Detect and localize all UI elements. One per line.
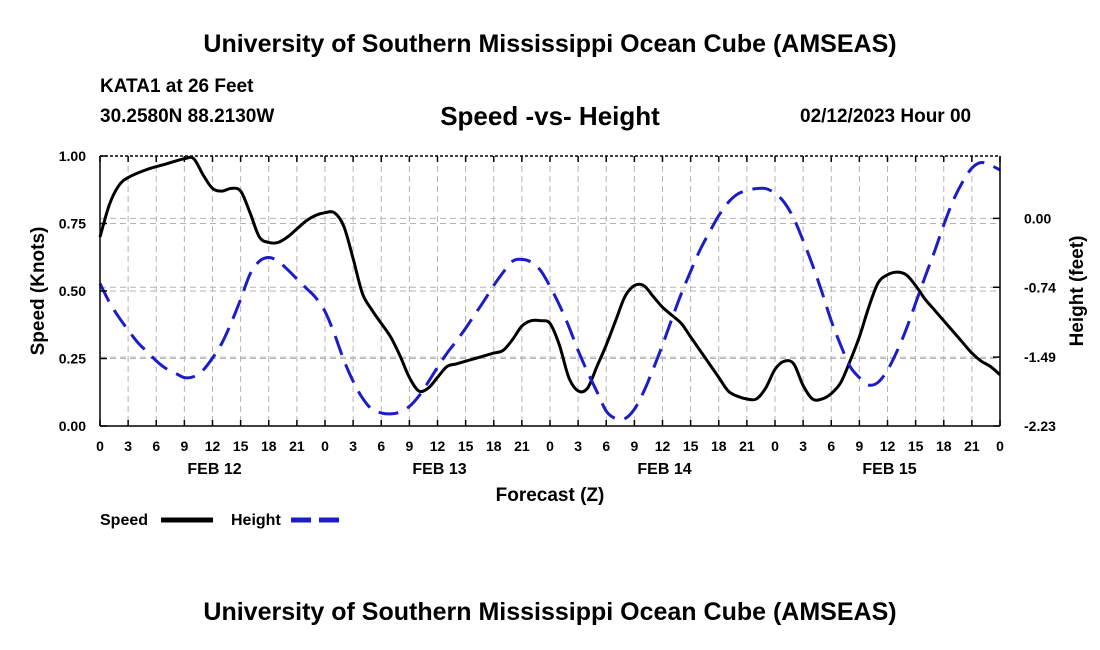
- x-tick-label: 6: [377, 438, 385, 454]
- x-tick-label: 12: [655, 438, 671, 454]
- x-date-label: FEB 15: [862, 461, 916, 478]
- x-tick-label: 18: [486, 438, 502, 454]
- y2-tick-label: -2.23: [1024, 418, 1056, 434]
- series-layer: [98, 155, 1001, 422]
- y2-tick-label: -0.74: [1024, 279, 1056, 295]
- chart-title: University of Southern Mississippi Ocean…: [203, 30, 897, 58]
- x-tick-label: 9: [630, 438, 638, 454]
- x-tick-label: 3: [799, 438, 807, 454]
- y2-tick-label: -1.49: [1024, 349, 1056, 365]
- x-tick-label: 15: [233, 438, 249, 454]
- x-tick-label: 12: [430, 438, 446, 454]
- x-tick-label: 15: [683, 438, 699, 454]
- x-tick-label: 0: [321, 438, 329, 454]
- x-tick-label: 21: [289, 438, 305, 454]
- x-tick-label: 0: [546, 438, 554, 454]
- y-tick-label: 0.25: [59, 351, 86, 367]
- x-tick-label: 21: [964, 438, 980, 454]
- x-tick-label: 18: [261, 438, 277, 454]
- chart-subtitle: Speed -vs- Height: [440, 101, 660, 131]
- grid-lines: [100, 156, 1000, 426]
- y2-tick-label: 0.00: [1024, 210, 1051, 226]
- x-tick-label: 0: [771, 438, 779, 454]
- x-tick-label: 0: [96, 438, 104, 454]
- x-tick-label: 18: [936, 438, 952, 454]
- footer-title: University of Southern Mississippi Ocean…: [203, 598, 897, 626]
- x-tick-label: 3: [349, 438, 357, 454]
- legend-height-label: Height: [231, 512, 281, 529]
- x-tick-label: 12: [205, 438, 221, 454]
- x-date-label: FEB 12: [187, 461, 241, 478]
- x-tick-label: 15: [458, 438, 474, 454]
- height-series-line: [98, 160, 1001, 422]
- x-tick-label: 15: [908, 438, 924, 454]
- x-tick-label: 12: [880, 438, 896, 454]
- x-tick-label: 0: [996, 438, 1004, 454]
- y2-axis-title: Height (feet): [1067, 236, 1088, 347]
- x-tick-label: 3: [574, 438, 582, 454]
- coordinates-label: 30.2580N 88.2130W: [100, 106, 275, 127]
- y-tick-label: 0.00: [59, 418, 86, 434]
- x-tick-label: 6: [602, 438, 610, 454]
- labels-layer: 0 3 6 9 12 15 18 21 0 3 6 9 12 15 18 21 0 3 6 9 12 15 18 21 0 3 6 9…: [28, 148, 1088, 529]
- y-tick-label: 0.50: [59, 283, 86, 299]
- station-label: KATA1 at 26 Feet: [100, 76, 254, 97]
- x-tick-label: 9: [405, 438, 413, 454]
- x-axis-title: Forecast (Z): [496, 485, 605, 506]
- x-tick-label: 9: [180, 438, 188, 454]
- y-tick-label: 1.00: [59, 148, 86, 164]
- x-tick-label: 6: [827, 438, 835, 454]
- y-axis-title: Speed (Knots): [28, 227, 49, 356]
- legend-speed-label: Speed: [100, 512, 148, 529]
- x-tick-label: 18: [711, 438, 727, 454]
- speed-series-line: [98, 155, 1001, 402]
- y-tick-label: 0.75: [59, 216, 86, 232]
- x-date-label: FEB 13: [412, 461, 466, 478]
- axes-layer: [99, 155, 1001, 427]
- x-tick-label: 21: [514, 438, 530, 454]
- x-tick-label: 21: [739, 438, 755, 454]
- x-tick-label: 6: [152, 438, 160, 454]
- forecast-datetime: 02/12/2023 Hour 00: [800, 106, 972, 127]
- x-date-label: FEB 14: [637, 461, 691, 478]
- x-tick-label: 3: [124, 438, 132, 454]
- x-tick-label: 9: [855, 438, 863, 454]
